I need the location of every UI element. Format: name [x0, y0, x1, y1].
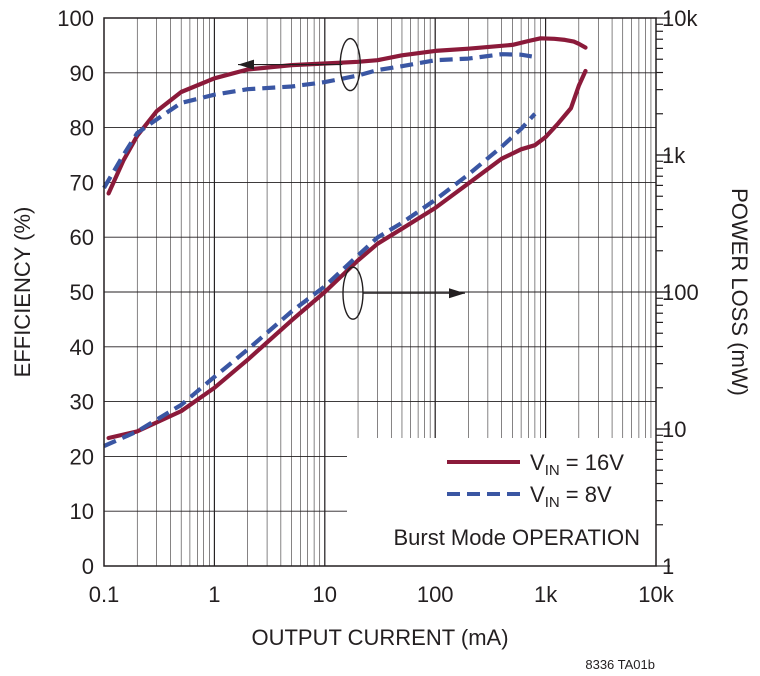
legend-background — [347, 438, 656, 566]
x-axis-title: OUTPUT CURRENT (mA) — [251, 625, 508, 650]
y-axis-left-title: EFFICIENCY (%) — [10, 207, 35, 378]
y-left-tick-label: 70 — [70, 170, 94, 195]
series-line-vin8_loss — [103, 112, 537, 449]
annotation-arrow-head — [449, 288, 465, 299]
x-tick-label: 1 — [208, 582, 220, 607]
y-axis-right-title: POWER LOSS (mW) — [727, 188, 752, 396]
x-tick-label: 0.1 — [89, 582, 120, 607]
annotation-ellipse — [342, 266, 364, 320]
y-left-tick-label: 50 — [70, 280, 94, 305]
legend: VIN = 16V VIN = 8V Burst Mode OPERATION — [393, 450, 640, 550]
series-line-vin8_eff — [102, 52, 533, 189]
x-tick-label: 1k — [534, 582, 558, 607]
tick-labels: 0.1 1 10 100 1k 10k01020304050607080901001101… — [57, 6, 698, 607]
figure-id: 8336 TA01b — [585, 657, 655, 672]
y-right-tick-label: 100 — [662, 280, 699, 305]
y-left-tick-label: 20 — [70, 444, 94, 469]
y-right-tick-label: 1k — [662, 143, 686, 168]
annotation-layer — [238, 37, 465, 320]
x-tick-label: 10k — [638, 582, 674, 607]
y-left-tick-label: 100 — [57, 6, 94, 31]
y-left-tick-label: 60 — [70, 225, 94, 250]
y-left-tick-label: 40 — [70, 335, 94, 360]
legend-label-vin16: VIN = 16V — [530, 450, 624, 479]
y-left-tick-label: 30 — [70, 390, 94, 415]
y-right-tick-label: 1 — [662, 554, 674, 579]
annotation-arrow-head — [238, 59, 254, 70]
y-left-tick-label: 90 — [70, 61, 94, 86]
y-right-tick-label: 10k — [662, 6, 698, 31]
x-tick-label: 100 — [417, 582, 454, 607]
y-left-tick-label: 0 — [82, 554, 94, 579]
y-left-tick-label: 80 — [70, 116, 94, 141]
y-left-tick-label: 10 — [70, 499, 94, 524]
y-right-tick-label: 10 — [662, 417, 686, 442]
series-line-vin16_loss — [106, 68, 588, 441]
series-line-vin16_eff — [106, 36, 588, 196]
x-tick-label: 10 — [313, 582, 337, 607]
series-layer — [102, 36, 588, 449]
legend-label-vin8: VIN = 8V — [530, 482, 612, 511]
legend-note: Burst Mode OPERATION — [393, 525, 640, 550]
